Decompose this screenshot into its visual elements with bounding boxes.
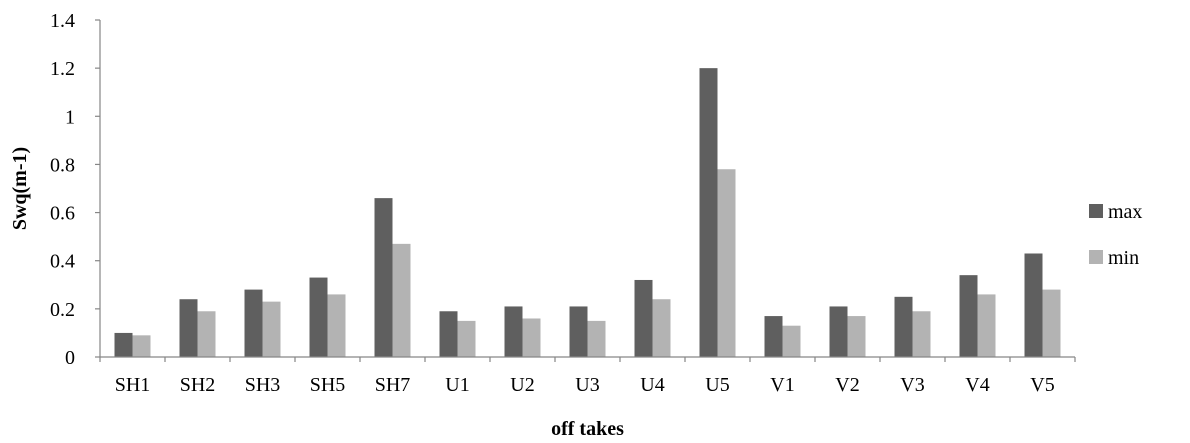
x-axis-ticks: SH1 SH2 SH3 SH5 SH7 U1 U2 U3 U4 U5 V1 V2 V3 V4 V5 [99,357,1076,396]
legend-label-min: min [1108,247,1139,269]
y-axis-title: Swq(m-1) [9,147,31,230]
y-tick-label: 0.8 [50,154,75,176]
y-axis-ticks: 0 0.2 0.4 0.6 0.8 1 1.2 1.4 [50,10,100,369]
y-tick-label: 1.2 [50,58,75,80]
bar-min-V5 [1042,289,1061,357]
bar-max-SH1 [114,332,133,357]
bar-max-U1 [439,311,458,357]
bar-min-SH3 [262,301,281,357]
bar-max-SH7 [374,198,393,357]
x-axis-title: off takes [551,418,624,440]
x-tick-label: SH1 [115,374,151,396]
bar-max-SH2 [179,299,198,357]
legend-swatch-min [1089,250,1103,264]
bar-max-V2 [829,306,848,357]
x-tick-label: U1 [445,374,469,396]
bar-max-V4 [959,275,978,357]
bar-min-SH1 [132,335,151,357]
y-tick-label: 0.4 [50,251,75,273]
x-tick-label: V2 [835,374,859,396]
bar-min-U3 [587,320,606,357]
bar-max-SH5 [309,277,328,357]
plot-area [114,68,1061,358]
bar-min-SH5 [327,294,346,357]
bar-min-U1 [457,320,476,357]
bar-max-U3 [569,306,588,357]
bar-min-SH7 [392,243,411,357]
x-tick-label: V5 [1030,374,1054,396]
x-tick-label: SH2 [180,374,216,396]
x-tick-label: SH7 [375,374,411,396]
bar-min-U2 [522,318,541,357]
x-tick-label: V4 [965,374,989,396]
y-tick-label: 0.2 [50,299,75,321]
x-tick-label: SH5 [310,374,346,396]
x-tick-label: V3 [900,374,924,396]
y-tick-label: 0.6 [50,203,75,225]
bar-min-SH2 [197,311,216,357]
y-tick-label: 1.4 [50,10,75,32]
bar-max-SH3 [244,289,263,357]
x-tick-label: U4 [640,374,664,396]
x-tick-label: SH3 [245,374,281,396]
bar-min-V3 [912,311,931,357]
x-tick-label: U5 [705,374,729,396]
bar-min-U5 [717,169,736,357]
legend: max min [1089,201,1142,269]
bar-min-V1 [782,325,801,357]
legend-label-max: max [1108,201,1142,223]
x-tick-label: U3 [575,374,599,396]
bar-min-V4 [977,294,996,357]
bar-max-U4 [634,279,653,357]
bar-min-U4 [652,299,671,357]
bar-max-V1 [764,316,783,357]
bar-max-U5 [699,68,718,358]
x-tick-label: U2 [510,374,534,396]
bar-min-V2 [847,316,866,357]
bar-max-U2 [504,306,523,357]
y-tick-label: 1 [65,106,75,128]
legend-swatch-max [1089,204,1103,218]
y-tick-label: 0 [65,347,75,369]
x-tick-label: V1 [770,374,794,396]
bar-max-V3 [894,296,913,357]
bar-max-V5 [1024,253,1043,357]
